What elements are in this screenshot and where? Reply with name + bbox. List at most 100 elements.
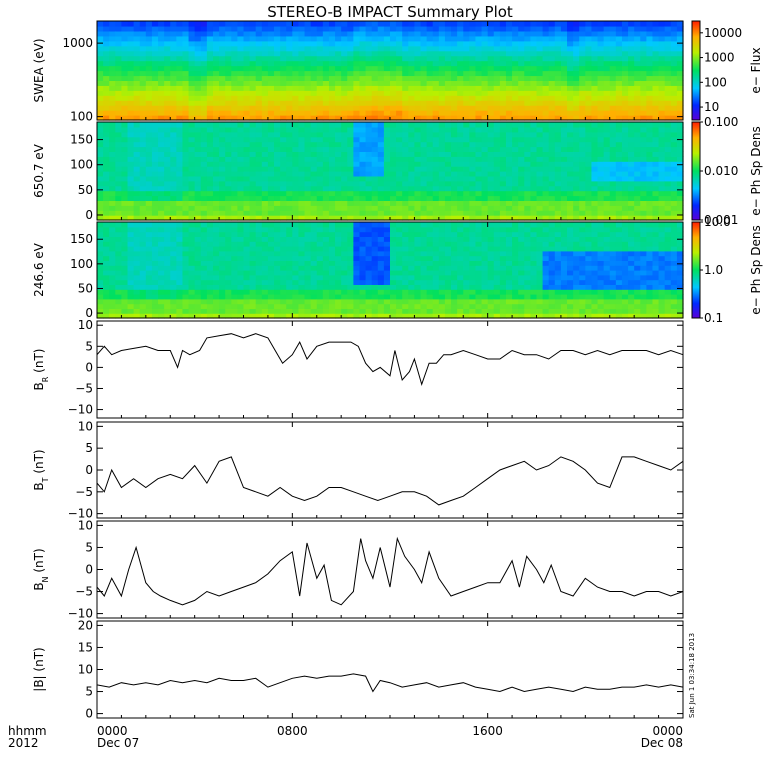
spectrogram-cell xyxy=(359,115,367,121)
spectrogram-cell xyxy=(304,308,312,314)
spectrogram-cell xyxy=(237,255,245,261)
spectrogram-cell xyxy=(182,298,190,305)
spectrogram-cell xyxy=(640,210,647,216)
spectrogram-cell xyxy=(383,308,391,314)
spectrogram-cell xyxy=(255,95,263,101)
spectrogram-cell xyxy=(231,289,238,295)
spectrogram-cell xyxy=(634,190,641,197)
spectrogram-cell xyxy=(371,25,379,32)
spectrogram-cell xyxy=(390,25,397,32)
spectrogram-cell xyxy=(127,236,135,242)
spectrogram-cell xyxy=(402,60,409,67)
spectrogram-cell xyxy=(615,205,623,211)
spectrogram-cell xyxy=(139,246,147,252)
spectrogram-cell xyxy=(139,95,147,101)
spectrogram-cell xyxy=(609,110,617,116)
spectrogram-cell xyxy=(121,122,129,128)
spectrogram-cell xyxy=(408,180,416,187)
spectrogram-cell xyxy=(383,210,391,216)
spectrogram-cell xyxy=(274,246,281,252)
spectrogram-cell xyxy=(133,151,141,157)
spectrogram-cell xyxy=(579,30,586,37)
spectrogram-cell xyxy=(316,95,324,101)
spectrogram-cell xyxy=(335,85,342,91)
spectrogram-cell xyxy=(634,105,641,111)
spectrogram-cell xyxy=(200,298,208,305)
spectrogram-cell xyxy=(432,126,440,133)
spectrogram-cell xyxy=(457,55,464,62)
spectrogram-cell xyxy=(646,180,654,187)
spectrogram-cell xyxy=(652,146,660,152)
spectrogram-cell xyxy=(170,141,177,148)
spectrogram-cell xyxy=(554,126,562,133)
spectrogram-cell xyxy=(560,85,568,91)
spectrogram-cell xyxy=(255,294,263,300)
spectrogram-cell xyxy=(237,55,245,62)
spectrogram-cell xyxy=(188,294,196,300)
spectrogram-cell xyxy=(188,260,196,266)
spectrogram-cell xyxy=(640,75,647,81)
spectrogram-cell xyxy=(524,25,531,32)
spectrogram-cell xyxy=(243,308,251,314)
spectrogram-cell xyxy=(408,274,416,281)
spectrogram-cell xyxy=(115,151,123,157)
spectrogram-cell xyxy=(194,215,202,221)
spectrogram-cell xyxy=(237,100,245,106)
spectrogram-cell xyxy=(292,65,300,72)
spectrogram-cell xyxy=(298,80,306,86)
spectrogram-cell xyxy=(487,180,495,187)
spectrogram-cell xyxy=(139,200,147,206)
spectrogram-cell xyxy=(316,200,324,206)
spectrogram-cell xyxy=(335,30,342,37)
spectrogram-cell xyxy=(353,156,361,162)
spectrogram-cell xyxy=(493,141,501,148)
spectrogram-cell xyxy=(597,175,605,182)
spectrogram-cell xyxy=(194,236,202,242)
spectrogram-cell xyxy=(609,70,617,77)
spectrogram-cell xyxy=(133,75,141,81)
spectrogram-cell xyxy=(585,105,593,111)
spectrogram-cell xyxy=(676,146,684,152)
spectrogram-cell xyxy=(347,200,354,206)
spectrogram-cell xyxy=(328,166,336,172)
spectrogram-cell xyxy=(231,175,238,182)
spectrogram-cell xyxy=(127,250,135,257)
spectrogram-cell xyxy=(200,308,208,314)
spectrogram-cell xyxy=(365,246,373,252)
spectrogram-cell xyxy=(390,35,397,42)
spectrogram-cell xyxy=(304,185,312,192)
spectrogram-cell xyxy=(328,308,336,314)
spectrogram-cell xyxy=(603,25,611,32)
spectrogram-cell xyxy=(219,70,226,77)
spectrogram-cell xyxy=(377,289,385,295)
spectrogram-cell xyxy=(646,55,654,62)
spectrogram-cell xyxy=(158,141,165,148)
spectrogram-cell xyxy=(322,122,330,128)
spectrogram-cell xyxy=(292,274,300,281)
spectrogram-cell xyxy=(408,50,416,57)
spectrogram-cell xyxy=(615,50,623,57)
spectrogram-cell xyxy=(286,185,293,192)
spectrogram-cell xyxy=(182,105,190,111)
spectrogram-cell xyxy=(164,55,171,62)
spectrogram-cell xyxy=(560,95,568,101)
spectrogram-cell xyxy=(628,75,635,81)
spectrogram-cell xyxy=(353,122,361,128)
spectrogram-cell xyxy=(292,265,300,271)
spectrogram-cell xyxy=(145,136,153,143)
spectrogram-cell xyxy=(536,105,544,111)
spectrogram-cell xyxy=(457,151,464,157)
spectrogram-cell xyxy=(591,200,599,206)
spectrogram-cell xyxy=(243,25,251,32)
spectrogram-cell xyxy=(670,166,678,172)
spectrogram-cell xyxy=(274,122,281,128)
spectrogram-cell xyxy=(115,50,123,57)
spectrogram-cell xyxy=(322,156,330,162)
spectrogram-cell xyxy=(255,40,263,47)
spectrogram-cell xyxy=(469,190,477,197)
spectrogram-cell xyxy=(243,171,251,177)
spectrogram-cell xyxy=(664,215,672,221)
spectrogram-cell xyxy=(170,95,177,101)
spectrogram-cell xyxy=(200,55,208,62)
spectrogram-cell xyxy=(505,90,513,96)
